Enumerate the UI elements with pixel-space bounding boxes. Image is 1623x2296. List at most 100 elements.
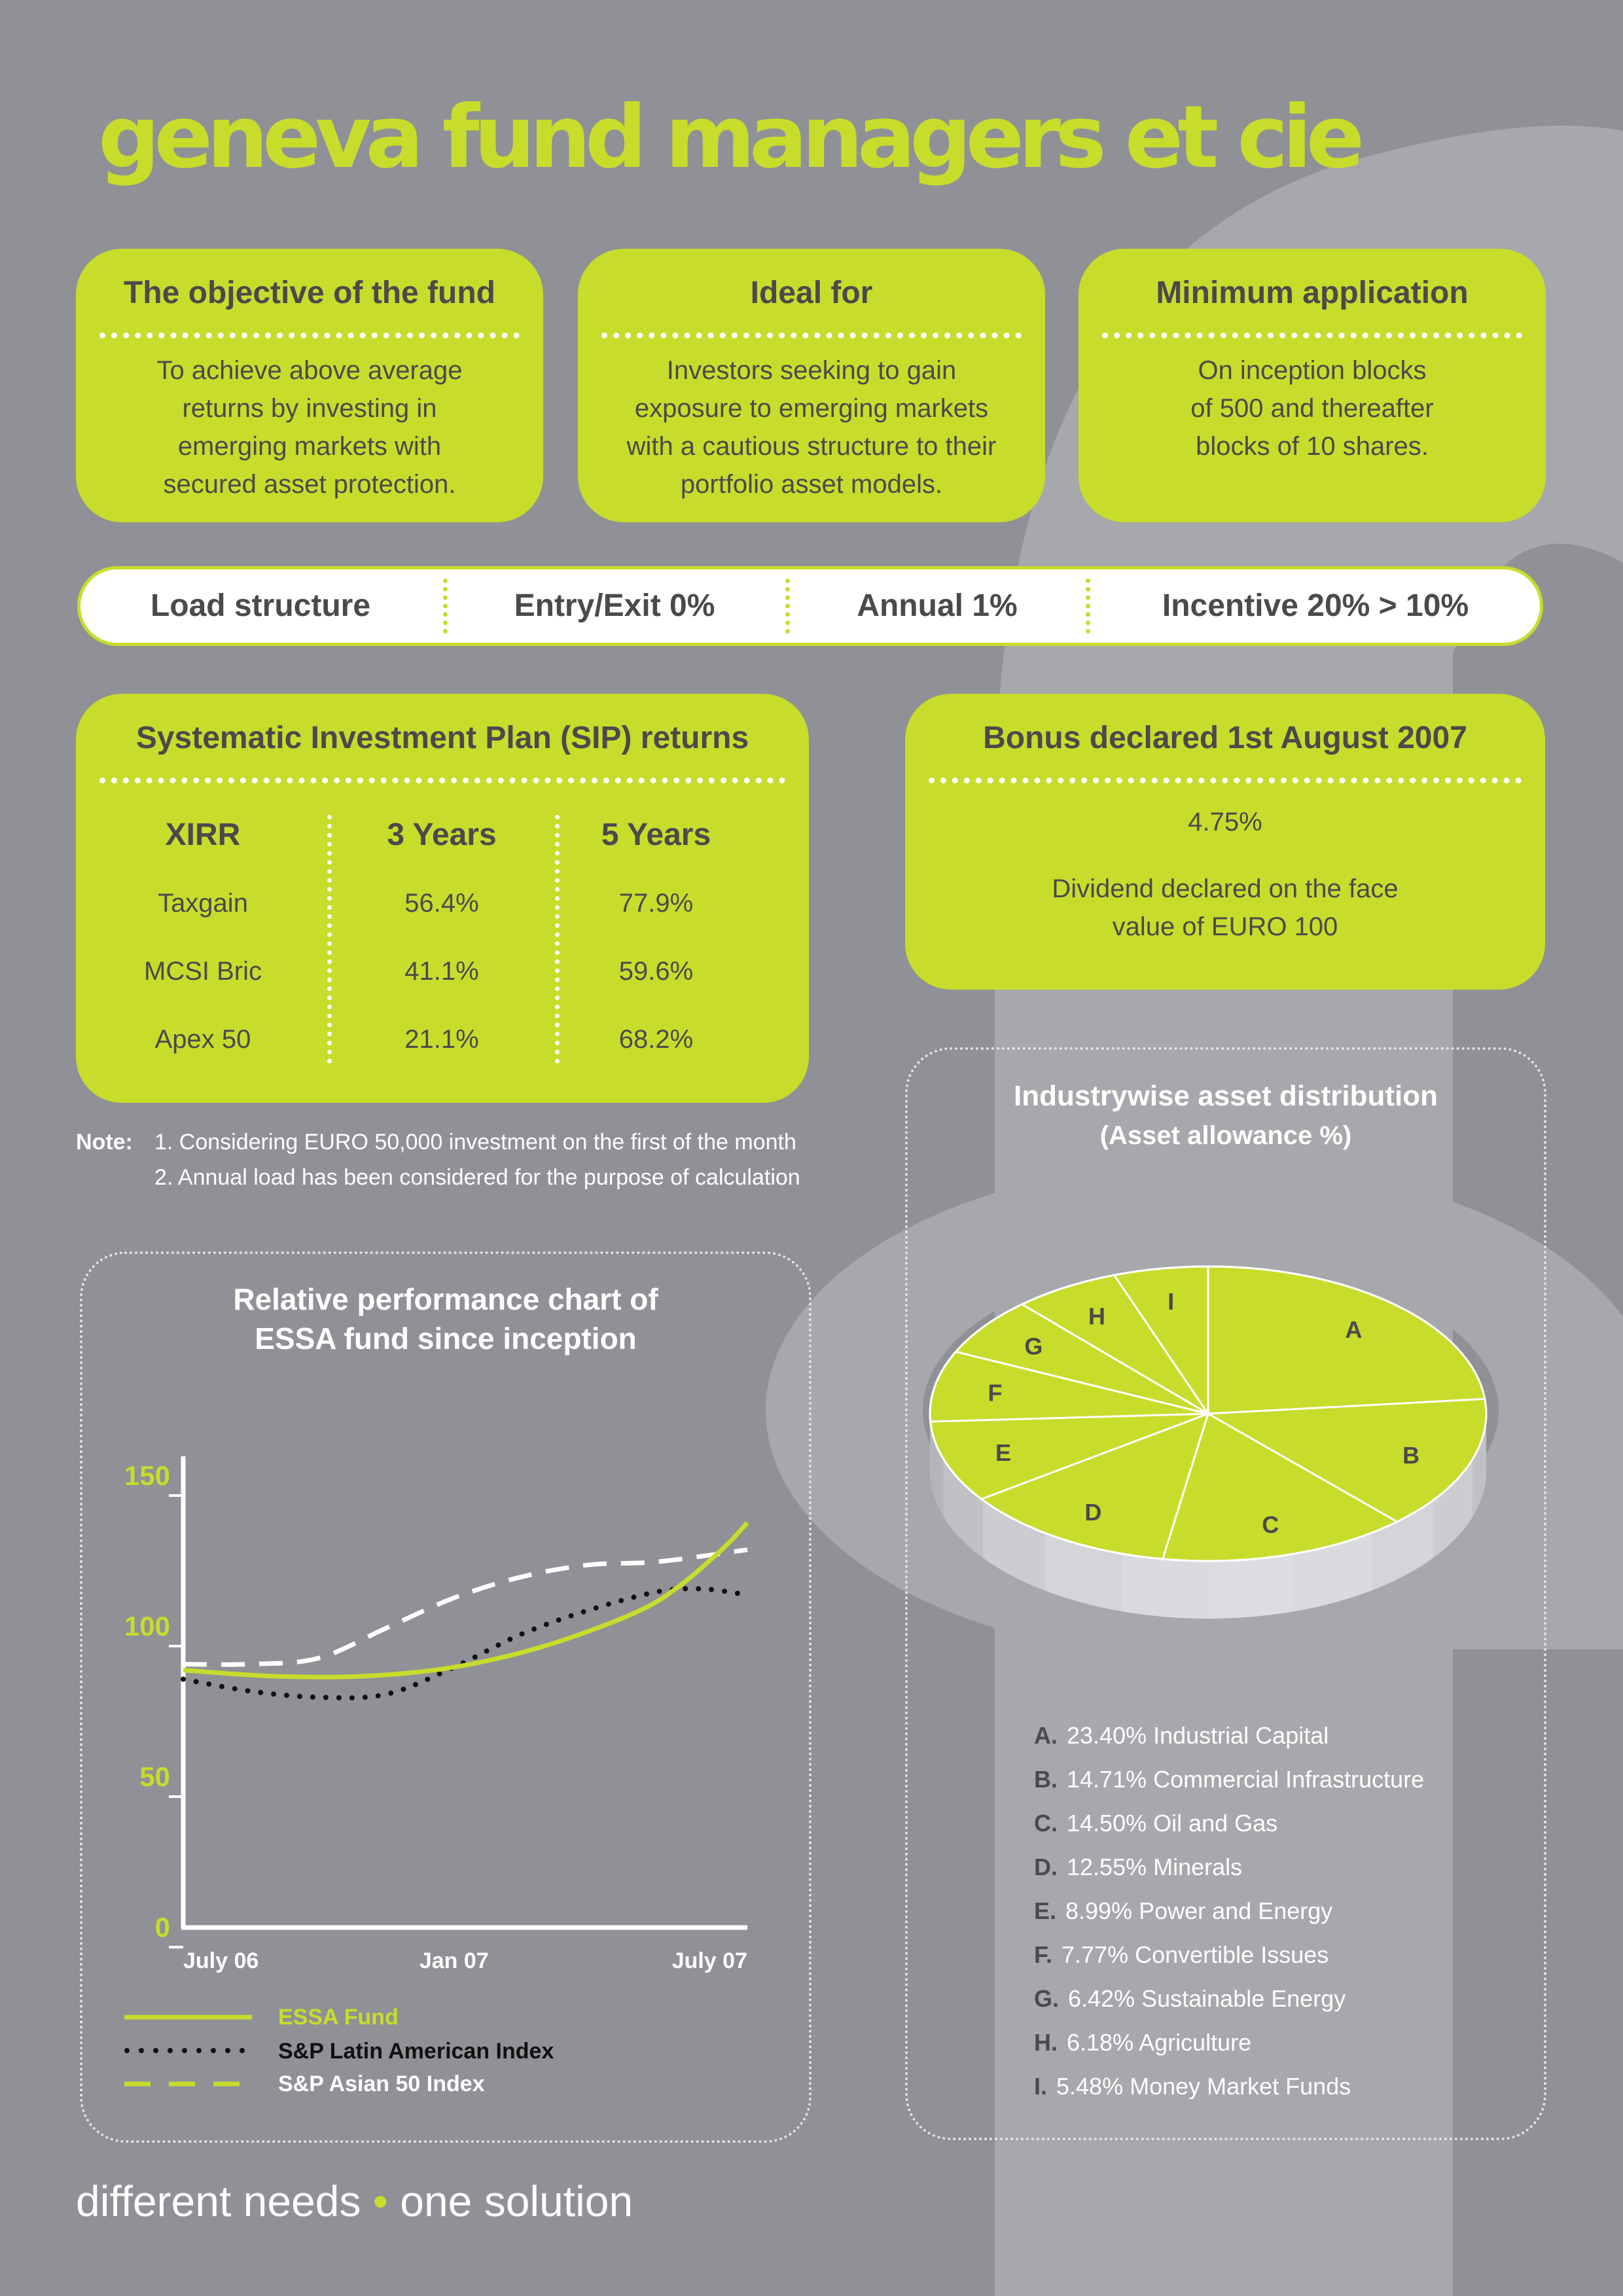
divider bbox=[555, 815, 560, 1064]
sip-cell: Apex 50 bbox=[154, 1025, 251, 1054]
sip-card: Systematic Investment Plan (SIP) returns bbox=[76, 694, 809, 1103]
pie-side-shade bbox=[943, 1459, 984, 1558]
legend-asian: S&P Asian 50 Index bbox=[278, 2072, 485, 2096]
sip-header: 3 Years bbox=[387, 817, 497, 852]
performance-title-line: ESSA fund since inception bbox=[255, 1321, 637, 1355]
ideal-card: Ideal for Investors seeking to gain expo… bbox=[578, 249, 1045, 522]
distribution-item-e: E. 8.99% Power and Energy bbox=[1034, 1897, 1333, 1924]
divider bbox=[785, 579, 790, 634]
sip-col-3y: 3 Years 56.4% 41.1% 21.1% bbox=[340, 816, 543, 1088]
pie-side-shade bbox=[1044, 1533, 1122, 1611]
tagline-right: one solution bbox=[400, 2177, 633, 2225]
sip-header: 5 Years bbox=[601, 817, 711, 852]
ideal-line: with a cautious structure to their bbox=[626, 432, 997, 461]
performance-title-line: Relative performance chart of bbox=[233, 1282, 658, 1316]
divider bbox=[99, 778, 785, 783]
performance-line-chart: 150 100 50 0 July 06 Jan 07 July 07 bbox=[124, 1456, 750, 1973]
sip-cell: 41.1% bbox=[404, 957, 479, 986]
legend-swatches bbox=[124, 2015, 258, 2087]
legend-essa: ESSA Fund bbox=[278, 2005, 399, 2030]
distribution-item-h: H. 6.18% Agriculture bbox=[1034, 2029, 1252, 2056]
load-structure-bar: Load structure Entry/Exit 0% Annual 1% I… bbox=[77, 566, 1543, 646]
sip-col-xirr: XIRR Taxgain MCSI Bric Apex 50 bbox=[105, 816, 301, 1088]
objective-title: The objective of the fund bbox=[123, 276, 495, 310]
x-tick-label: Jan 07 bbox=[419, 1948, 489, 1973]
minimum-title: Minimum application bbox=[1156, 276, 1469, 310]
divider bbox=[1086, 579, 1090, 634]
note: Note: 1. Considering EURO 50,000 investme… bbox=[76, 1124, 800, 1195]
pie-rim bbox=[929, 1265, 1488, 1562]
divider bbox=[929, 778, 1522, 783]
objective-line: emerging markets with bbox=[177, 432, 442, 461]
tagline-separator: • bbox=[372, 2177, 388, 2225]
divider bbox=[99, 332, 520, 338]
series-line-1 bbox=[181, 1586, 750, 1701]
sip-cell: Taxgain bbox=[158, 889, 248, 918]
pie-side-shade bbox=[1294, 1533, 1372, 1611]
y-tick-label: 150 bbox=[124, 1460, 170, 1491]
ideal-line: Investors seeking to gain bbox=[666, 356, 957, 385]
sip-cell: 68.2% bbox=[618, 1025, 694, 1054]
performance-panel bbox=[80, 1251, 812, 2143]
distribution-item-b: B. 14.71% Commercial Infrastructure bbox=[1034, 1766, 1425, 1793]
pie-label: H bbox=[1088, 1302, 1105, 1329]
distribution-title: Industrywise asset distribution (Asset a… bbox=[905, 1077, 1546, 1155]
tagline: different needs • one solution bbox=[76, 2176, 633, 2226]
distribution-item-a: A. 23.40% Industrial Capital bbox=[1034, 1722, 1329, 1749]
sip-cell: 59.6% bbox=[618, 957, 694, 986]
pie-label: D bbox=[1084, 1499, 1101, 1526]
y-tick-label: 0 bbox=[155, 1912, 170, 1943]
sip-cell: 56.4% bbox=[404, 889, 479, 918]
pie-side-shade bbox=[1371, 1500, 1433, 1591]
objective-line: returns by investing in bbox=[182, 394, 437, 423]
sip-header: XIRR bbox=[165, 817, 241, 852]
ideal-line: exposure to emerging markets bbox=[634, 394, 989, 423]
pie-label: C bbox=[1262, 1511, 1279, 1538]
distribution-panel bbox=[905, 1047, 1546, 2140]
tagline-left: different needs bbox=[76, 2177, 361, 2225]
bonus-line: Dividend declared on the face bbox=[1052, 874, 1399, 903]
minimum-card: Minimum application On inception blocks … bbox=[1079, 249, 1546, 522]
divider bbox=[443, 579, 448, 634]
bonus-title: Bonus declared 1st August 2007 bbox=[983, 721, 1467, 755]
load-annual: Annual 1% bbox=[857, 588, 1018, 623]
series-line-0 bbox=[183, 1521, 749, 1679]
bonus-line: value of EURO 100 bbox=[1112, 912, 1338, 941]
pie-label: I bbox=[1168, 1288, 1174, 1315]
bonus-rate: 4.75% bbox=[1188, 808, 1262, 836]
pie-label: B bbox=[1402, 1442, 1419, 1469]
brand-title: geneva fund managers et cie bbox=[98, 87, 1364, 188]
divider bbox=[1102, 332, 1522, 338]
pie-side-shade bbox=[1122, 1553, 1208, 1619]
sip-col-5y: 5 Years 77.9% 59.6% 68.2% bbox=[563, 816, 749, 1088]
ideal-title: Ideal for bbox=[750, 276, 873, 310]
minimum-line: On inception blocks bbox=[1198, 356, 1427, 385]
objective-card: The objective of the fund To achieve abo… bbox=[76, 249, 543, 522]
legend-latin: S&P Latin American Index bbox=[278, 2039, 554, 2064]
distribution-item-c: C. 14.50% Oil and Gas bbox=[1034, 1810, 1278, 1837]
note-label: Note: bbox=[76, 1130, 133, 1155]
sip-cell: MCSI Bric bbox=[144, 957, 262, 986]
performance-title: Relative performance chart of ESSA fund … bbox=[80, 1280, 812, 1358]
pie-label: F bbox=[988, 1380, 1003, 1407]
pie-label: G bbox=[1024, 1333, 1043, 1360]
objective-line: To achieve above average bbox=[156, 356, 463, 385]
pie-label: E bbox=[995, 1439, 1011, 1466]
y-tick-label: 100 bbox=[124, 1611, 170, 1641]
divider bbox=[601, 332, 1022, 338]
x-tick-label: July 06 bbox=[183, 1948, 259, 1973]
load-entry-exit: Entry/Exit 0% bbox=[514, 588, 715, 623]
distribution-item-g: G. 6.42% Sustainable Energy bbox=[1034, 1985, 1346, 2012]
distribution-item-i: I. 5.48% Money Market Funds bbox=[1034, 2073, 1351, 2100]
divider bbox=[327, 815, 332, 1064]
y-tick-label: 50 bbox=[139, 1761, 170, 1792]
distribution-item-d: D. 12.55% Minerals bbox=[1034, 1854, 1243, 1880]
distribution-title-line: Industrywise asset distribution bbox=[1014, 1080, 1438, 1112]
bonus-card: Bonus declared 1st August 2007 4.75% Div… bbox=[905, 694, 1545, 990]
x-tick-label: July 07 bbox=[672, 1948, 747, 1973]
distribution-title-line: (Asset allowance %) bbox=[1099, 1121, 1352, 1150]
minimum-line: blocks of 10 shares. bbox=[1196, 432, 1429, 461]
pie-side-shade bbox=[983, 1500, 1045, 1591]
sip-cell: 77.9% bbox=[618, 889, 694, 918]
minimum-line: of 500 and thereafter bbox=[1190, 394, 1434, 423]
